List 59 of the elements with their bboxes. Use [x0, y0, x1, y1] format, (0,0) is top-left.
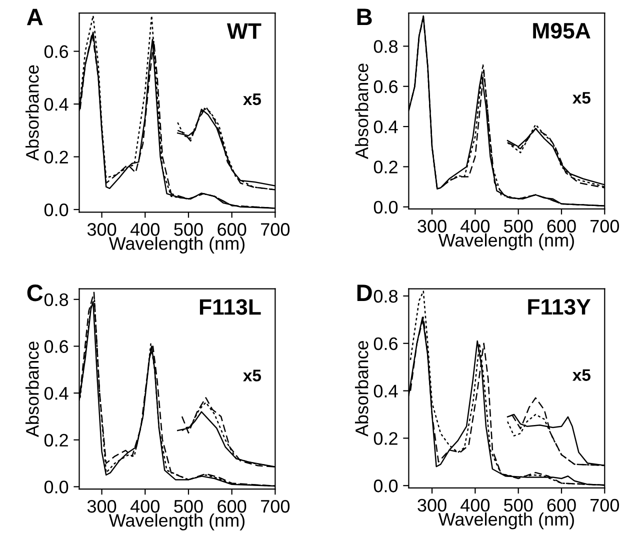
y-tick-label: 0.2	[374, 432, 398, 445]
text: C	[27, 284, 43, 302]
text: B	[357, 8, 372, 26]
x-axis-title: Wavelength (nm)	[108, 236, 244, 254]
y-axis-title: Absorbance	[26, 342, 39, 438]
x-tick-label: 500	[504, 220, 533, 233]
y-tick-label: 0.0	[374, 480, 398, 492]
x-tick-label: 500	[174, 500, 203, 513]
y-axis-title: Absorbance	[354, 341, 368, 437]
chart-title: F113Y	[528, 299, 591, 315]
annotation: x5	[243, 94, 262, 106]
y-tick-label: 0.4	[374, 384, 398, 398]
x-axis-title: Wavelength (nm)	[438, 512, 574, 530]
x-tick-label: 300	[87, 500, 116, 513]
y-tick-label: 0.6	[44, 340, 68, 353]
x-axis-title: Wavelength (nm)	[438, 233, 574, 250]
y-axis-title: Absorbance	[26, 65, 39, 161]
annotation: x5	[572, 369, 590, 381]
y-tick-label: 0.4	[44, 98, 68, 111]
x-tick-label: 700	[590, 220, 620, 233]
y-tick-label: 0.0	[44, 203, 68, 216]
x-tick-label: 600	[547, 498, 576, 512]
y-axis-title: Absorbance	[354, 64, 368, 160]
y-tick-label: 0.4	[44, 386, 68, 400]
x-tick-label: 400	[130, 223, 160, 236]
text: A	[26, 8, 43, 26]
y-tick-label: 0.0	[374, 200, 398, 214]
y-tick-label: 0.2	[374, 160, 398, 174]
y-tick-label: 0.2	[44, 150, 68, 164]
x-tick-label: 400	[460, 498, 490, 512]
chart-title: WT	[226, 23, 262, 39]
x-tick-label: 600	[218, 223, 246, 236]
y-tick-label: 0.4	[374, 120, 398, 134]
chart-title: F113L	[200, 299, 261, 315]
x-tick-label: 700	[261, 223, 290, 236]
text: D	[357, 284, 372, 301]
x-tick-label: 400	[460, 220, 490, 233]
y-tick-label: 0.6	[374, 337, 398, 350]
x-tick-label: 500	[174, 223, 203, 236]
x-tick-label: 600	[547, 220, 576, 233]
annotation: x5	[243, 370, 262, 382]
x-tick-label: 300	[418, 220, 446, 233]
x-tick-label: 300	[87, 223, 116, 236]
annotation: x5	[572, 92, 590, 104]
y-tick-label: 0.2	[44, 434, 68, 447]
x-tick-label: 300	[418, 498, 446, 512]
y-tick-label: 0.8	[374, 40, 398, 53]
y-tick-label: 0.8	[44, 293, 68, 306]
y-tick-label: 0.8	[374, 290, 398, 303]
x-tick-label: 500	[504, 498, 533, 512]
y-tick-label: 0.6	[374, 80, 398, 94]
y-tick-label: 0.6	[44, 45, 68, 58]
x-tick-label: 700	[261, 500, 290, 513]
chart-title: M95A	[533, 22, 590, 39]
x-tick-label: 400	[130, 500, 160, 513]
y-tick-label: 0.0	[44, 480, 68, 494]
x-axis-title: Wavelength (nm)	[108, 514, 244, 530]
x-tick-label: 600	[218, 500, 246, 513]
x-tick-label: 700	[590, 498, 620, 512]
